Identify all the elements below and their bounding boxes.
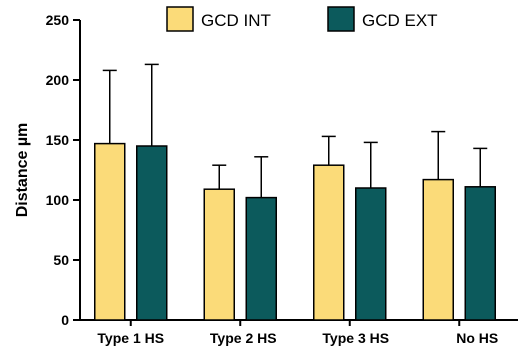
bar-gcd-ext — [136, 145, 168, 321]
y-tick-label: 200 — [46, 72, 70, 88]
x-tick-label: No HS — [456, 330, 498, 346]
y-ticks: 0 50 100 150 200 250 — [46, 12, 80, 328]
legend-label: GCD INT — [201, 11, 271, 30]
y-tick-label: 250 — [46, 12, 70, 28]
bar-gcd-int — [422, 178, 454, 321]
bar-gcd-ext — [355, 187, 387, 321]
y-tick-label: 0 — [61, 312, 69, 328]
bar-gcd-int — [203, 188, 235, 321]
bar-gcd-ext — [245, 196, 277, 321]
bar-gcd-int — [313, 164, 345, 321]
legend-label: GCD EXT — [362, 11, 438, 30]
x-tick-label: Type 1 HS — [97, 330, 164, 346]
y-tick-label: 100 — [46, 192, 70, 208]
legend-swatch — [166, 6, 194, 32]
x-tick-label: Type 3 HS — [322, 330, 389, 346]
bars — [94, 63, 496, 321]
legend: GCD INT GCD EXT — [166, 6, 438, 32]
y-tick-label: 150 — [46, 132, 70, 148]
x-ticks: Type 1 HS Type 2 HS Type 3 HS No HS — [97, 320, 498, 346]
y-tick-label: 50 — [53, 252, 69, 268]
bar-gcd-ext — [464, 186, 496, 321]
x-tick-label: Type 2 HS — [210, 330, 277, 346]
legend-swatch — [327, 6, 355, 32]
bar-gcd-int — [94, 142, 126, 321]
y-axis-title: Distance µm — [14, 123, 31, 218]
